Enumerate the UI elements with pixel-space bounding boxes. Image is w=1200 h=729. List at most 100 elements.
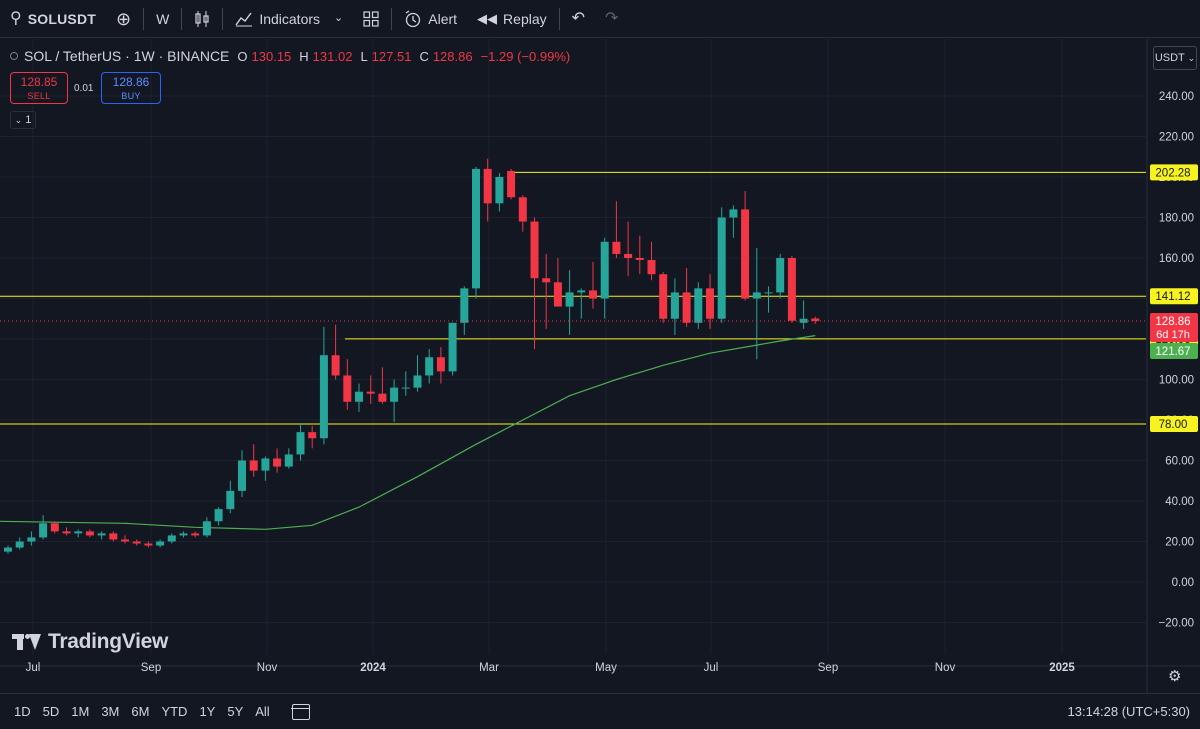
candle-body	[378, 393, 387, 402]
alert-label: Alert	[428, 10, 458, 27]
calendar-icon[interactable]	[291, 703, 310, 720]
candle-body	[787, 258, 796, 321]
toolbar-divider	[558, 7, 560, 30]
candle-body	[4, 547, 12, 552]
tradingview-logo[interactable]: TradingView	[12, 630, 168, 654]
settings-gear-icon[interactable]: ⚙	[1168, 668, 1182, 685]
candle-body	[682, 292, 691, 323]
candle-body	[50, 523, 59, 532]
buy-price: 128.86	[112, 75, 150, 89]
candle-body	[319, 355, 328, 439]
candle-body	[752, 292, 761, 299]
candle-body	[612, 241, 621, 254]
interval-button[interactable]: W	[146, 0, 179, 38]
candle-body	[776, 258, 785, 293]
y-tick-label: 100.00	[1159, 375, 1194, 387]
level-price-label: 141.12	[1155, 291, 1190, 303]
alert-button[interactable]: Alert	[394, 0, 467, 38]
high-label: H	[299, 48, 309, 64]
y-tick-label: 20.00	[1165, 537, 1194, 549]
symbol-search[interactable]: ⚲ SOLUSDT	[0, 0, 106, 38]
range-button-all[interactable]: All	[255, 704, 270, 719]
buy-button[interactable]: 128.86 BUY	[101, 72, 161, 104]
candle-body	[331, 355, 340, 376]
candle-body	[366, 391, 375, 394]
rewind-icon: ◀◀	[477, 11, 498, 26]
indicators-collapse-toggle[interactable]: ⌄ 1	[10, 111, 36, 129]
candle-body	[214, 509, 223, 522]
range-button-5y[interactable]: 5Y	[227, 704, 244, 719]
price-chart[interactable]: 240.00220.00200.00180.00160.00140.00120.…	[0, 39, 1200, 693]
candle-body	[717, 217, 726, 319]
redo-button[interactable]: ↷	[595, 0, 628, 38]
candle-body	[15, 541, 24, 548]
y-tick-label: 60.00	[1165, 456, 1194, 468]
candle-body	[401, 387, 410, 389]
candle-body	[261, 458, 270, 471]
redo-icon: ↷	[605, 9, 619, 27]
y-tick-label: 160.00	[1159, 253, 1194, 265]
top-toolbar: ⚲ SOLUSDT ⊕ W Indicators ⌄	[0, 0, 1200, 38]
clock-display[interactable]: 13:14:28 (UTC+5:30)	[1067, 704, 1190, 719]
compare-button[interactable]: ⊕	[106, 0, 141, 38]
candle-body	[448, 322, 457, 372]
candle-body	[85, 531, 94, 536]
templates-button[interactable]	[353, 0, 389, 38]
candle-body	[109, 533, 118, 540]
candle-body	[694, 288, 703, 323]
x-tick-label: 2025	[1049, 662, 1075, 674]
y-tick-label: 220.00	[1159, 132, 1194, 144]
undo-icon: ↶	[571, 9, 586, 27]
undo-button[interactable]: ↶	[562, 0, 595, 38]
toolbar-divider	[391, 7, 393, 30]
candle-body	[273, 458, 282, 467]
spread-value: 0.01	[74, 83, 94, 94]
candle-body	[156, 541, 165, 546]
candle-body	[226, 490, 235, 510]
ma-value-label: 121.67	[1155, 346, 1190, 358]
alarm-clock-icon	[405, 9, 421, 27]
y-tick-label: 0.00	[1172, 577, 1194, 589]
close-label: C	[419, 48, 429, 64]
sell-label: SELL	[27, 91, 51, 101]
range-button-1d[interactable]: 1D	[14, 704, 31, 719]
candle-body	[436, 357, 445, 372]
indicators-button[interactable]: Indicators ⌄	[225, 0, 353, 38]
chart-type-button[interactable]	[184, 0, 220, 38]
candle-body	[542, 278, 551, 283]
range-button-1m[interactable]: 1M	[71, 704, 90, 719]
candle-body	[659, 274, 668, 319]
replay-button[interactable]: ◀◀ Replay	[467, 0, 557, 38]
change-value: −1.29 (−0.99%)	[480, 48, 571, 64]
candle-body	[179, 533, 188, 536]
range-button-ytd[interactable]: YTD	[161, 704, 188, 719]
y-tick-label: 180.00	[1159, 213, 1194, 225]
x-tick-label: Jul	[704, 662, 719, 674]
range-button-6m[interactable]: 6M	[131, 704, 150, 719]
candle-body	[518, 197, 527, 222]
range-button-5d[interactable]: 5D	[42, 704, 60, 719]
grid-icon	[363, 10, 379, 27]
search-icon: ⚲	[10, 9, 22, 27]
candle-body	[589, 290, 597, 299]
add-symbol-icon: ⊕	[116, 8, 132, 29]
sell-button[interactable]: 128.85 SELL	[10, 72, 68, 104]
toolbar-divider	[143, 7, 145, 30]
candle-body	[553, 282, 562, 307]
candle-body	[144, 543, 153, 546]
toolbar-divider	[181, 7, 183, 30]
range-button-3m[interactable]: 3M	[101, 704, 120, 719]
chevron-down-icon: ⌄	[334, 12, 344, 24]
candle-body	[495, 177, 504, 204]
currency-selector[interactable]: USDT ⌄	[1153, 46, 1197, 70]
candle-body	[530, 221, 539, 279]
candle-body	[472, 168, 480, 289]
candle-body	[635, 258, 644, 261]
range-button-1y[interactable]: 1Y	[199, 704, 216, 719]
candle-body	[202, 521, 211, 536]
last-price-badge	[1150, 313, 1198, 343]
candle-body	[706, 288, 714, 319]
y-tick-label: −20.00	[1159, 618, 1195, 630]
candle-body	[167, 535, 176, 542]
chevron-down-icon: ⌄	[14, 115, 23, 125]
